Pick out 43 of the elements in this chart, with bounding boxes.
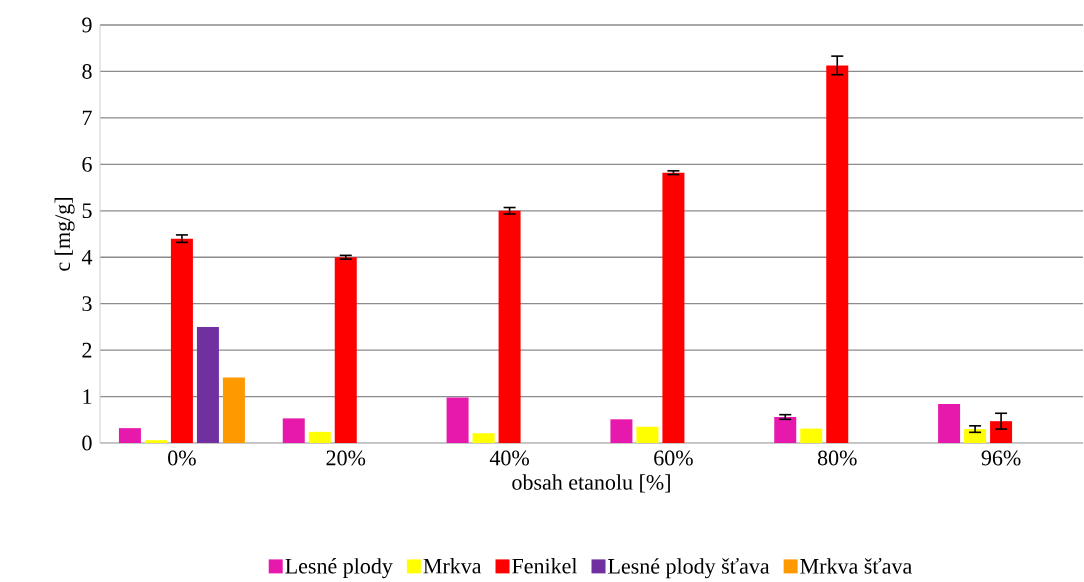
bar <box>472 433 495 443</box>
y-tick-label: 9 <box>82 17 92 33</box>
y-tick-label: 6 <box>82 156 92 172</box>
legend-label: Mrkva <box>423 558 482 574</box>
y-tick-label: 2 <box>82 342 92 358</box>
bar <box>118 428 141 443</box>
legend-label: Fenikel <box>512 558 578 574</box>
bar <box>196 326 219 443</box>
bar <box>636 426 659 443</box>
bar <box>774 416 797 443</box>
y-tick-label: 4 <box>81 249 93 265</box>
bar <box>964 429 987 443</box>
bar <box>170 238 193 443</box>
legend-label: Mrkva šťava <box>800 557 912 574</box>
y-tick-label: 5 <box>82 203 92 219</box>
bar <box>662 172 685 443</box>
x-tick-label: 60% <box>654 450 693 466</box>
bar <box>334 257 357 443</box>
x-tick-label: 96% <box>981 450 1021 466</box>
y-tick-label: 3 <box>82 296 92 312</box>
bar <box>498 210 521 443</box>
bar <box>446 397 469 443</box>
x-axis-title: obsah etanolu [%] <box>512 474 670 493</box>
x-tick-label: 40% <box>489 450 529 466</box>
y-axis-title: c [mg/g] <box>54 198 75 271</box>
bar <box>308 431 331 443</box>
y-tick-label: 1 <box>83 389 92 404</box>
bar <box>826 65 849 443</box>
bar <box>610 419 633 443</box>
x-tick-label: 0% <box>168 450 196 466</box>
bar <box>282 418 305 443</box>
legend-label: Lesné plody šťava <box>608 557 770 579</box>
y-tick-label: 0 <box>82 435 92 451</box>
y-tick-label: 7 <box>82 110 92 126</box>
y-tick-label: 8 <box>82 64 92 79</box>
bar <box>800 428 823 443</box>
bar <box>144 440 167 443</box>
legend-label: Lesné plody <box>285 558 393 579</box>
bar <box>938 403 961 443</box>
bar <box>222 377 245 443</box>
x-tick-label: 20% <box>326 450 366 466</box>
x-tick-label: 80% <box>817 450 857 466</box>
bar <box>990 421 1013 443</box>
